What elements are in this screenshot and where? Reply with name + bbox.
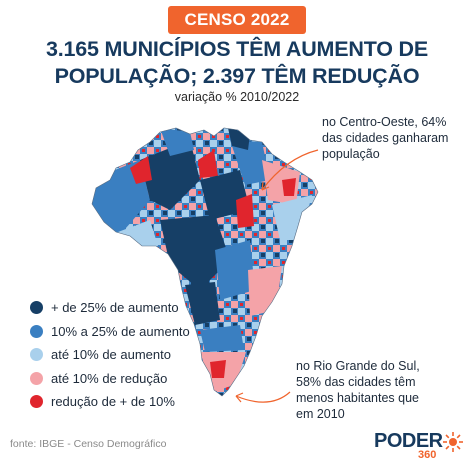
annotation-rs-line-1: no Rio Grande do Sul, — [296, 359, 420, 373]
annotation-rio-grande-do-sul: no Rio Grande do Sul, 58% das cidades tê… — [296, 358, 468, 422]
map-region-para-east — [230, 140, 270, 185]
map-region-red-para — [236, 194, 254, 228]
legend-swatch-icon — [30, 395, 43, 409]
legend-label: + de 25% de aumento — [51, 300, 179, 316]
legend-swatch-icon — [30, 371, 43, 385]
headline: 3.165 MUNICÍPIOS TÊM AUMENTO DE POPULAÇÃ… — [0, 36, 474, 90]
legend-item: + de 25% de aumento — [30, 296, 190, 320]
map-region-parana — [200, 325, 244, 352]
map-region-red-north-1 — [130, 156, 152, 184]
arrow-rio-grande-do-sul-head — [235, 392, 244, 403]
legend-swatch-icon — [30, 301, 43, 315]
legend-label: 10% a 25% de aumento — [51, 323, 190, 339]
sun-icon — [443, 432, 463, 452]
legend-swatch-icon — [30, 348, 43, 362]
map-outline — [91, 127, 319, 397]
legend-item: até 10% de aumento — [30, 343, 190, 367]
arrow-rio-grande-do-sul — [235, 391, 291, 403]
map-region-rs-red — [210, 360, 226, 378]
headline-line-1: 3.165 MUNICÍPIOS TÊM AUMENTO DE — [45, 37, 429, 61]
legend-item: redução de + de 10% — [30, 390, 190, 414]
census-badge-label: CENSO 2022 — [184, 10, 290, 29]
legend-swatch-icon — [30, 324, 43, 338]
arrow-centro-oeste — [261, 149, 319, 191]
annotation-centro-oeste: no Centro-Oeste, 64% das cidades ganhara… — [322, 114, 472, 162]
subtitle: variação % 2010/2022 — [174, 90, 300, 104]
map-region-red-north-2 — [198, 150, 218, 178]
legend-item: 10% a 25% de aumento — [30, 320, 190, 344]
legend-label: até 10% de redução — [51, 370, 168, 386]
map-region-goias — [215, 240, 255, 300]
map-region-northeast-red — [282, 178, 296, 196]
poder360-logo: PODER 360 — [374, 430, 466, 468]
logo-sub: 360 — [418, 449, 437, 461]
map-region-southeast — [248, 266, 282, 316]
arrow-centro-oeste-head — [261, 181, 270, 191]
annotation-rs-line-2: 58% das cidades têm — [296, 375, 416, 389]
legend-label: redução de + de 10% — [51, 394, 175, 410]
map-region-amazonas-center — [140, 140, 200, 210]
annotation-centro-oeste-line-2: das cidades ganharam — [322, 131, 449, 145]
annotation-rs-line-4: em 2010 — [296, 407, 345, 421]
logo-word: PODER — [374, 430, 443, 452]
map-region-roraima — [160, 128, 194, 156]
legend-label: até 10% de aumento — [51, 347, 171, 363]
annotation-rs-line-3: menos habitantes que — [296, 391, 420, 405]
legend-item: até 10% de redução — [30, 367, 190, 391]
map-legend: + de 25% de aumento 10% a 25% de aumento… — [30, 296, 190, 414]
headline-line-2: POPULAÇÃO; 2.397 TÊM REDUÇÃO — [54, 64, 420, 88]
source-note: fonte: IBGE - Censo Demográfico — [10, 438, 167, 450]
annotation-centro-oeste-line-1: no Centro-Oeste, 64% — [322, 115, 447, 129]
annotation-centro-oeste-line-3: população — [322, 147, 380, 161]
map-region-ms — [185, 282, 220, 325]
census-badge: CENSO 2022 — [168, 6, 306, 34]
